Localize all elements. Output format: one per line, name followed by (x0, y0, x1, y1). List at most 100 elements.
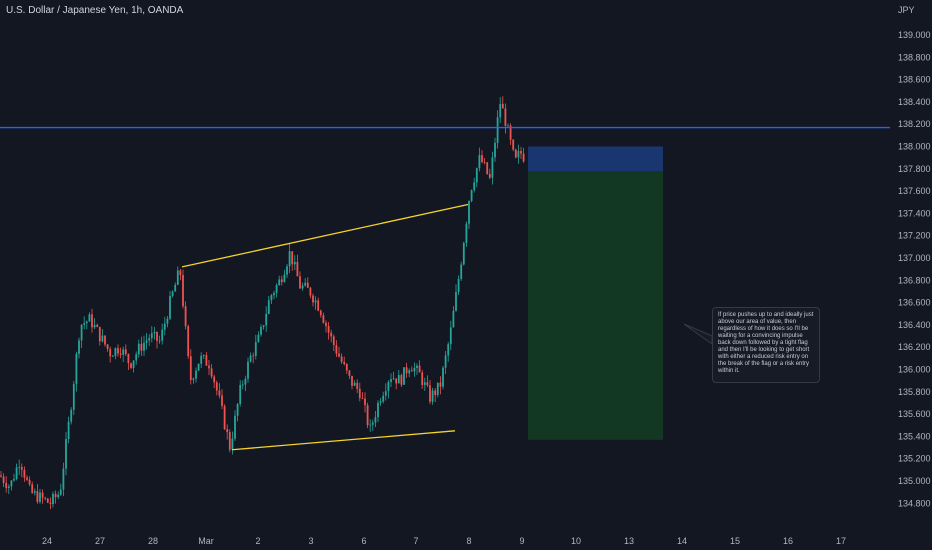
candle-body (301, 285, 304, 289)
candle-body (101, 335, 104, 342)
candle-body (436, 382, 439, 395)
candle-body (312, 295, 314, 303)
candle-body (70, 409, 73, 422)
candle-body (184, 306, 187, 327)
candle-body (488, 173, 491, 178)
candle-body (377, 402, 379, 418)
candle-body (520, 151, 522, 154)
candle-body (257, 334, 260, 343)
candle-body (236, 404, 239, 416)
candle-body (481, 155, 483, 163)
candle-body (468, 201, 470, 224)
price-tick-label: 138.000 (898, 142, 931, 152)
candle-body (371, 422, 374, 425)
candle-body (457, 278, 460, 293)
price-tick-label: 138.400 (898, 97, 931, 107)
candle-body (356, 382, 359, 389)
candle-body (418, 365, 421, 373)
candle-body (514, 149, 517, 158)
candle-body (93, 324, 96, 328)
price-tick-label: 137.000 (898, 253, 931, 263)
candle-body (416, 365, 418, 368)
price-tick-label: 137.200 (898, 231, 931, 241)
candle-body (270, 295, 273, 301)
price-tick-label: 136.600 (898, 298, 931, 308)
candle-body (379, 401, 382, 403)
candle-body (72, 384, 75, 410)
candle-body (171, 291, 174, 297)
stop-loss-zone[interactable] (528, 146, 663, 172)
candle-body (23, 469, 26, 478)
take-profit-zone[interactable] (528, 171, 663, 440)
candle-body (395, 378, 398, 384)
time-tick-label: 28 (148, 536, 158, 546)
candle-body (158, 340, 161, 342)
price-axis[interactable]: JPY 139.000 138.800 138.600 138.400 138.200 13… (898, 5, 931, 508)
candle-body (75, 353, 78, 385)
candle-body (210, 368, 213, 377)
candle-body (403, 367, 405, 385)
candle-body (176, 270, 179, 285)
candle-body (296, 261, 299, 277)
candle-body (460, 264, 463, 279)
candle-body (413, 367, 416, 372)
time-axis[interactable]: 24 27 28 Mar 2 3 6 7 8 9 10 13 14 15 16 17 (42, 536, 846, 546)
candle-body (390, 379, 392, 383)
time-tick-label: 15 (730, 536, 740, 546)
time-tick-label: 24 (42, 536, 52, 546)
upper-trendline[interactable] (181, 203, 469, 268)
candle-body (241, 384, 244, 386)
candle-body (431, 390, 434, 402)
time-tick-label: 27 (95, 536, 105, 546)
candle-body (517, 151, 520, 158)
candle-body (46, 498, 49, 503)
candle-body (52, 493, 54, 505)
candle-body (28, 479, 31, 485)
candle-body (340, 356, 343, 362)
price-tick-label: 137.800 (898, 164, 931, 174)
time-tick-label: 3 (308, 536, 313, 546)
candle-body (499, 103, 502, 118)
candle-body (267, 300, 270, 314)
candle-body (439, 382, 442, 387)
candle-body (234, 415, 236, 439)
trade-note[interactable]: If price pushes up to and ideally just a… (712, 307, 820, 383)
candle-body (299, 276, 301, 289)
candle-body (475, 168, 478, 183)
candle-body (273, 292, 275, 296)
candle-body (501, 103, 504, 109)
candle-body (127, 353, 130, 364)
candle-body (91, 314, 93, 328)
candle-body (509, 125, 512, 140)
candle-body (215, 382, 218, 391)
candle-body (478, 155, 481, 169)
candle-body (374, 417, 377, 423)
candle-body (335, 344, 338, 354)
price-tick-label: 136.200 (898, 342, 931, 352)
candle-body (150, 333, 153, 339)
note-callout-pointer (684, 323, 713, 345)
candle-body (244, 378, 247, 385)
candle-body (306, 282, 309, 288)
price-tick-label: 135.000 (898, 476, 931, 486)
candle-body (187, 326, 190, 357)
candle-body (494, 142, 496, 158)
candle-body (361, 398, 364, 399)
candle-body (410, 370, 413, 372)
candle-body (192, 378, 195, 380)
price-tick-label: 138.200 (898, 119, 931, 129)
candle-body (397, 375, 400, 384)
candle-body (486, 162, 489, 174)
lower-trendline[interactable] (231, 430, 456, 451)
candle-body (111, 356, 114, 357)
candle-body (358, 388, 361, 399)
candle-body (65, 439, 67, 469)
candle-body (2, 476, 5, 483)
candle-body (429, 385, 431, 402)
candle-body (369, 424, 372, 426)
candle-body (345, 363, 348, 371)
candle-body (117, 348, 119, 354)
price-axis-unit-label: JPY (898, 5, 915, 15)
candle-body (462, 242, 465, 265)
